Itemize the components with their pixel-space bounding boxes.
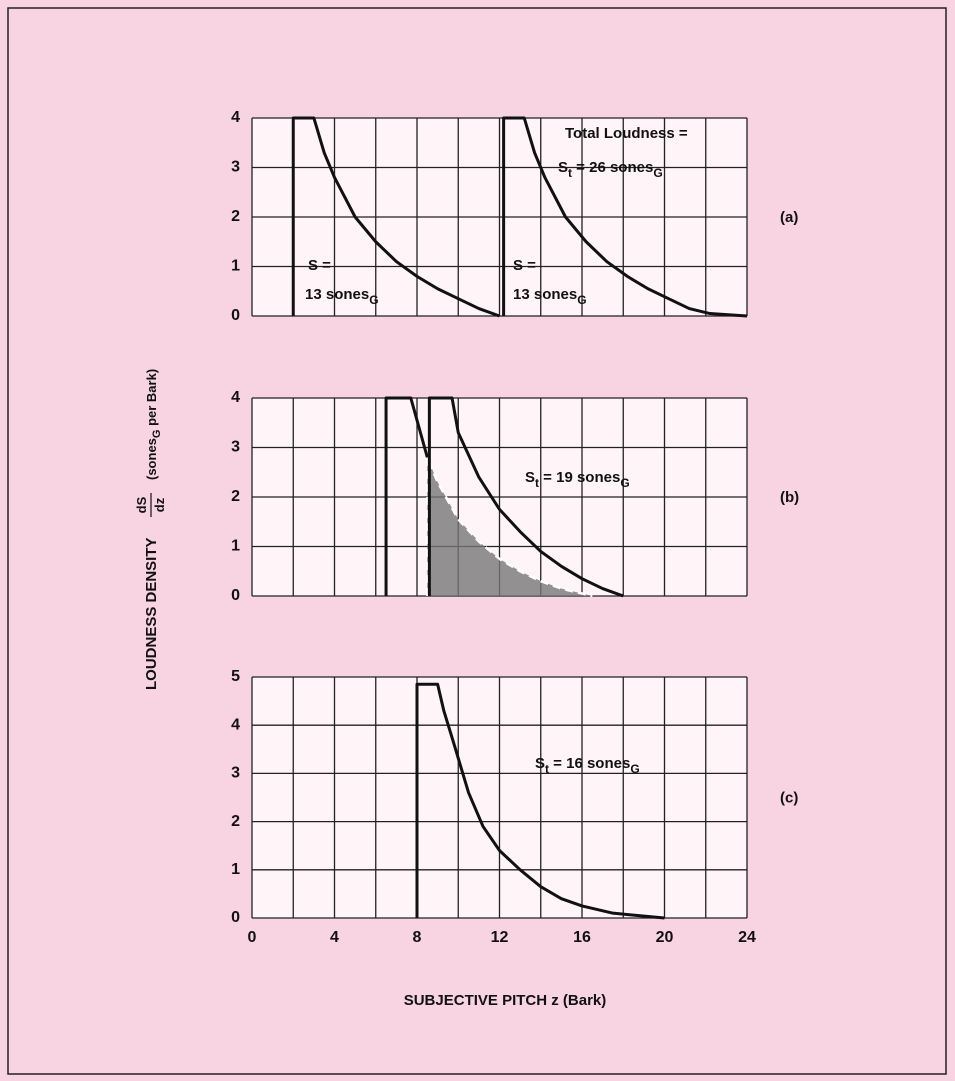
annotation: 13 sonesG: [513, 286, 587, 307]
x-tick-label: 20: [656, 929, 674, 946]
annotation-text: S =: [308, 257, 331, 274]
x-tick-label: 24: [738, 929, 756, 946]
annotation-text: S: [525, 469, 535, 486]
y-tick-label: 2: [231, 208, 240, 225]
y-tick-label: 3: [231, 439, 240, 456]
annotation-sub: G: [653, 166, 662, 180]
annotation: St = 19 sonesG: [525, 469, 630, 490]
annotation-text: 13 sones: [305, 286, 369, 303]
y-tick-label: 2: [231, 813, 240, 830]
y-axis-label: LOUDNESS DENSITY dS dz (sonesG per Bark): [134, 369, 167, 690]
y-tick-label: 4: [231, 389, 240, 406]
unit-sub: G: [151, 430, 163, 439]
y-tick-label: 3: [231, 765, 240, 782]
x-tick-label: 12: [491, 929, 509, 946]
x-tick-label: 8: [413, 929, 422, 946]
annotation-text: S: [558, 159, 568, 176]
annotation-sub: G: [577, 293, 586, 307]
annotation: Total Loudness =: [565, 125, 688, 142]
annotation-text: 13 sones: [513, 286, 577, 303]
y-label-text: LOUDNESS DENSITY: [143, 537, 160, 690]
annotation-sub: t: [535, 476, 539, 490]
curve: [415, 682, 665, 920]
y-tick-label: 2: [231, 488, 240, 505]
y-tick-label: 5: [231, 668, 240, 685]
x-tick-label: 4: [330, 929, 339, 946]
annotation: 13 sonesG: [305, 286, 379, 307]
unit: (sones: [144, 438, 159, 480]
curve: [427, 396, 624, 598]
x-axis-label: SUBJECTIVE PITCH z (Bark): [404, 992, 607, 1009]
y-label-unit: (sonesG per Bark): [144, 369, 163, 480]
y-tick-label: 1: [231, 258, 240, 275]
unit-rest: per Bark): [144, 369, 159, 430]
curve: [291, 116, 501, 318]
curve: [426, 456, 593, 598]
y-tick-label: 1: [231, 538, 240, 555]
x-tick-label: 0: [248, 929, 257, 946]
annotation: St = 16 sonesG: [535, 755, 640, 776]
panel-label: (c): [780, 790, 798, 807]
annotation-text: S: [535, 755, 545, 772]
panel-label: (a): [780, 209, 798, 226]
y-tick-label: 0: [231, 909, 240, 926]
shaded-area: [427, 457, 593, 596]
annotation-text: = 19 sones: [539, 469, 620, 486]
annotation-text: S =: [513, 257, 536, 274]
y-tick-label: 1: [231, 861, 240, 878]
annotation-sub: G: [369, 293, 378, 307]
y-tick-label: 3: [231, 159, 240, 176]
annotation-sub: t: [568, 166, 572, 180]
annotation-text: = 16 sones: [549, 755, 630, 772]
annotation-sub: G: [630, 762, 639, 776]
y-tick-label: 4: [231, 109, 240, 126]
curve: [502, 116, 748, 318]
annotation: S =: [308, 257, 331, 274]
y-label-numerator: dS: [134, 496, 149, 513]
y-tick-label: 4: [231, 716, 240, 733]
y-label-denominator: dz: [152, 497, 167, 512]
annotation: St = 26 sonesG: [558, 159, 663, 180]
panel-label: (b): [780, 489, 799, 506]
annotation-sub: t: [545, 762, 549, 776]
y-tick-label: 0: [231, 587, 240, 604]
annotation-sub: G: [620, 476, 629, 490]
annotation-text: Total Loudness =: [565, 125, 688, 142]
annotation-text: = 26 sones: [572, 159, 653, 176]
annotation: S =: [513, 257, 536, 274]
x-tick-label: 16: [573, 929, 591, 946]
curve: [384, 396, 429, 596]
y-tick-label: 0: [231, 307, 240, 324]
